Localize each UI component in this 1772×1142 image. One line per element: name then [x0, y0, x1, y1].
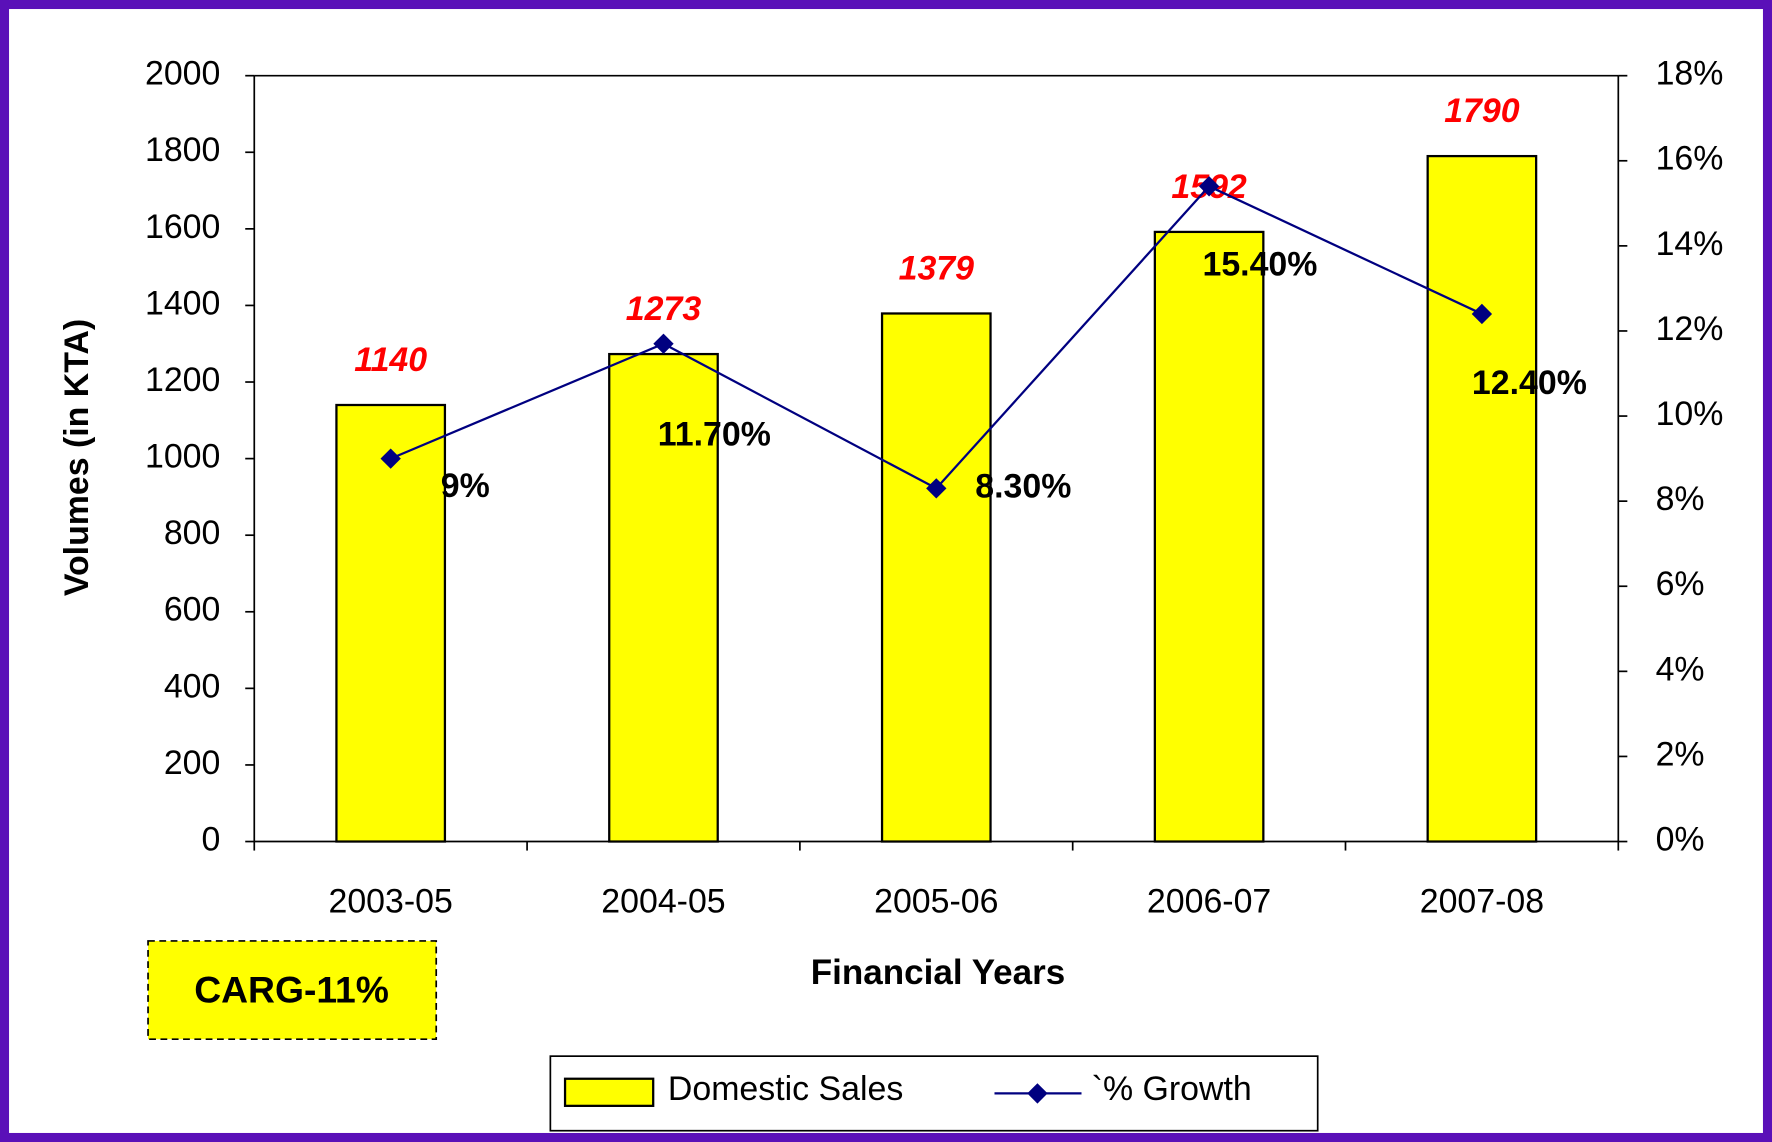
bar: [1153, 230, 1265, 843]
bar-value-label: 1379: [899, 250, 975, 288]
bar: [1426, 154, 1538, 843]
bar: [335, 403, 447, 843]
y2-tick-label: 0%: [1656, 820, 1705, 858]
y2-tick-label: 18%: [1656, 55, 1724, 93]
annotation: CARG-11%: [194, 969, 389, 1011]
bar-value-label: 1273: [626, 290, 702, 328]
growth-value-label: 9%: [441, 467, 490, 505]
y-axis-label: Volumes (in KTA): [58, 319, 96, 596]
x-tick-label: 2004-05: [601, 883, 725, 921]
legend-swatch: [563, 1077, 655, 1107]
x-axis-label: Financial Years: [811, 953, 1065, 992]
growth-marker: [1198, 176, 1220, 197]
y2-tick-label: 2%: [1656, 735, 1705, 773]
y2-tick-label: 10%: [1656, 395, 1724, 433]
y-tick-label: 200: [164, 744, 221, 782]
growth-marker: [926, 478, 947, 499]
y-tick-label: 400: [164, 667, 221, 705]
y-tick-label: 600: [164, 591, 221, 629]
annotation-box: [147, 940, 438, 1041]
y2-tick-label: 16%: [1656, 140, 1724, 178]
legend-label: `% Growth: [1092, 1070, 1252, 1108]
y2-tick-label: 6%: [1656, 565, 1705, 603]
bar: [608, 352, 719, 843]
y-tick-label: 2000: [145, 55, 220, 93]
y-tick-label: 1600: [145, 208, 220, 246]
bar-value-label: 1140: [354, 341, 427, 379]
y-tick-label: 1400: [145, 284, 220, 322]
y-tick-label: 1200: [145, 361, 220, 399]
x-tick-label: 2003-05: [328, 883, 452, 921]
legend: [549, 1055, 1319, 1132]
growth-value-label: 12.40%: [1472, 364, 1587, 402]
y2-tick-label: 4%: [1656, 650, 1705, 688]
growth-marker: [653, 333, 674, 354]
y-tick-label: 0: [202, 820, 221, 858]
y-tick-label: 1800: [145, 131, 220, 169]
x-tick-label: 2007-08: [1420, 883, 1544, 921]
growth-value-label: 8.30%: [975, 467, 1071, 505]
legend-label: Domestic Sales: [668, 1070, 903, 1108]
bar-value-label: 1790: [1444, 92, 1520, 130]
y2-tick-label: 14%: [1656, 225, 1724, 263]
growth-marker: [1471, 303, 1493, 325]
x-tick-label: 2006-07: [1147, 883, 1271, 921]
y-tick-label: 800: [164, 514, 221, 552]
y2-tick-label: 8%: [1656, 480, 1705, 518]
growth-value-label: 11.70%: [658, 415, 771, 453]
y-tick-label: 1000: [145, 438, 220, 476]
growth-value-label: 15.40%: [1202, 245, 1317, 283]
bar: [880, 312, 992, 843]
x-tick-label: 2005-06: [874, 883, 998, 921]
legend-marker: [1027, 1083, 1048, 1104]
y2-tick-label: 12%: [1656, 310, 1724, 348]
